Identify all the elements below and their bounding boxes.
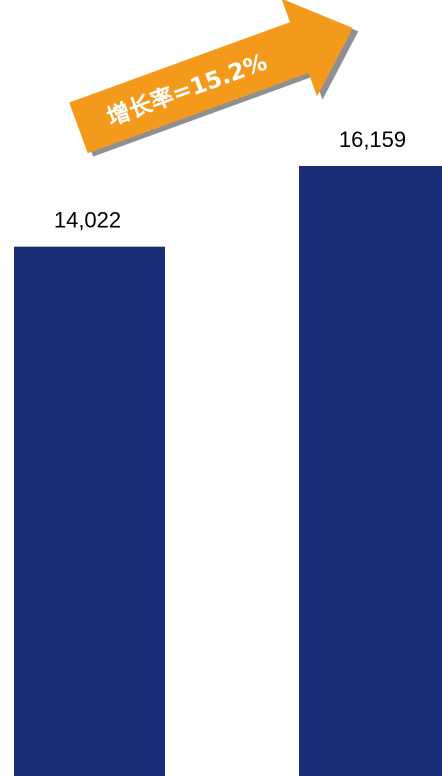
arrow-shape	[69, 0, 353, 154]
data-labels-layer: 14,022 16,159	[54, 127, 406, 233]
bar-1	[14, 246, 165, 776]
bar-2	[299, 165, 442, 776]
bars-layer	[14, 165, 442, 776]
growth-rate-arrow: 增长率=15.2%	[69, 0, 353, 154]
data-label-2: 16,159	[339, 127, 406, 152]
data-label-1: 14,022	[54, 208, 121, 233]
